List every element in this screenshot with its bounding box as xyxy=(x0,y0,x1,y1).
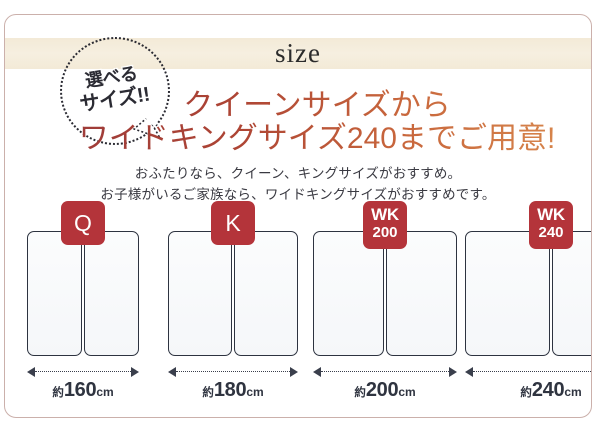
mattress-panel xyxy=(551,231,591,356)
dimension-approx: 約 xyxy=(202,387,214,399)
bubble-tail-icon xyxy=(133,113,161,139)
dimension-line xyxy=(35,371,131,372)
bubble-dotted-circle xyxy=(60,37,170,145)
dimension-arrow xyxy=(27,367,139,377)
dimension-label: 約240cm xyxy=(465,379,591,402)
dimension-line xyxy=(176,371,290,372)
dimension-line xyxy=(321,371,449,372)
dimension-value: 240 xyxy=(531,379,565,401)
headline-group: クイーンサイズから ワイドキングサイズ240までご用意! xyxy=(5,89,591,155)
body-line-2: お子様がいるご家族なら、ワイドキングサイズがおすすめです。 xyxy=(100,187,496,202)
badge-sublabel: 200 xyxy=(372,224,398,241)
arrow-right-icon xyxy=(290,367,298,377)
mattress-panel xyxy=(313,231,385,356)
headline-line-1: クイーンサイズから xyxy=(43,89,591,122)
size-badge: Q xyxy=(61,201,105,245)
dimension-value: 180 xyxy=(213,379,247,401)
arrow-left-icon xyxy=(465,367,473,377)
badge-label: WK xyxy=(371,205,399,224)
dimension-label: 約160cm xyxy=(27,379,139,402)
callout-bubble: 選べる サイズ!! xyxy=(60,37,170,145)
mattress xyxy=(465,231,592,356)
arrow-right-icon xyxy=(449,367,457,377)
dimension-unit: cm xyxy=(398,385,416,399)
dimension-unit: cm xyxy=(564,385,582,399)
arrow-left-icon xyxy=(27,367,35,377)
size-badge: WK 240 xyxy=(529,201,573,249)
content-frame: size 選べる サイズ!! クイーンサイズから ワイドキングサイズ240までご… xyxy=(4,14,592,418)
dimension-approx: 約 xyxy=(354,387,366,399)
arrow-right-icon xyxy=(131,367,139,377)
badge-sublabel: 240 xyxy=(538,224,564,241)
size-diagram: Q 約160cm K 約180cm WK 200 約200cm WK 240 約240cm xyxy=(5,201,592,402)
mattress-panel xyxy=(27,231,83,356)
arrow-left-icon xyxy=(313,367,321,377)
mattress-panel xyxy=(83,231,139,356)
mattress xyxy=(168,231,298,356)
person-silhouette-icon xyxy=(589,238,592,348)
dimension-arrow xyxy=(313,367,457,377)
dimension-line xyxy=(473,371,591,372)
size-badge: K xyxy=(211,201,255,245)
mattress-panel xyxy=(233,231,298,356)
mattress-panel xyxy=(168,231,233,356)
body-copy-group: おふたりなら、クイーン、キングサイズがおすすめ。 お子様がいるご家族なら、ワイド… xyxy=(5,163,591,205)
body-line-1: おふたりなら、クイーン、キングサイズがおすすめ。 xyxy=(134,166,462,181)
dimension-unit: cm xyxy=(246,385,264,399)
dimension-label: 約200cm xyxy=(313,379,457,402)
size-badge: WK 200 xyxy=(363,201,407,249)
mattress-panel xyxy=(465,231,551,356)
mattress xyxy=(27,231,139,356)
dimension-label: 約180cm xyxy=(168,379,298,402)
banner-title: size xyxy=(275,38,321,68)
dimension-unit: cm xyxy=(96,385,114,399)
headline-line-2: ワイドキングサイズ240までご用意! xyxy=(43,122,591,155)
dimension-value: 160 xyxy=(63,379,97,401)
arrow-left-icon xyxy=(168,367,176,377)
dimension-value: 200 xyxy=(365,379,399,401)
badge-label: WK xyxy=(537,205,565,224)
mattress-panel xyxy=(385,231,457,356)
mattress xyxy=(313,231,457,356)
dimension-approx: 約 xyxy=(52,387,64,399)
dimension-approx: 約 xyxy=(520,387,532,399)
dimension-arrow xyxy=(465,367,591,377)
dimension-arrow xyxy=(168,367,298,377)
